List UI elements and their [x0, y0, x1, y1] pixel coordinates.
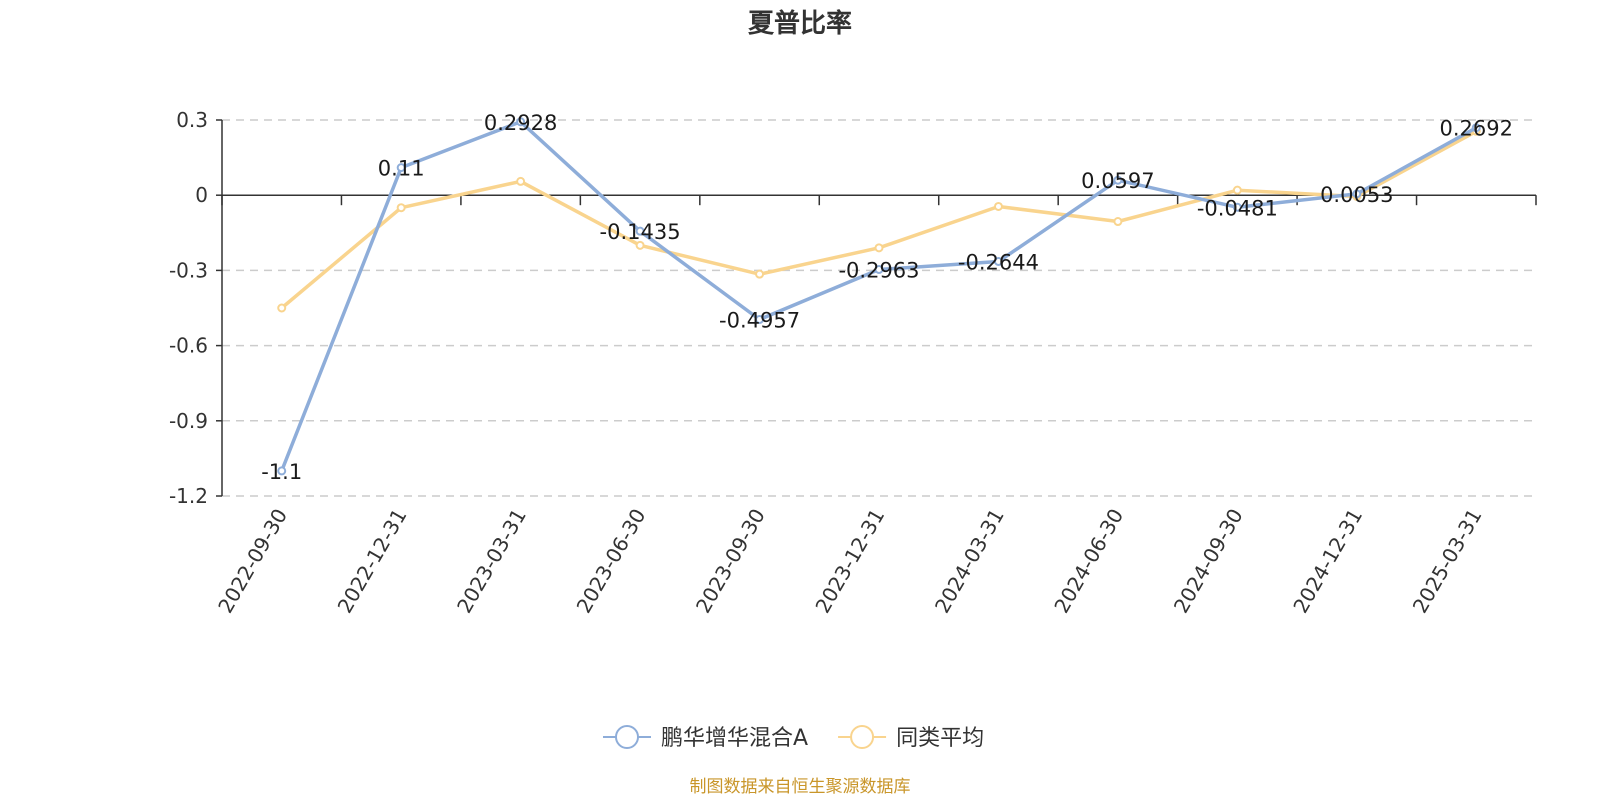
x-tick-label: 2023-12-31 [810, 505, 889, 618]
data-point [516, 176, 526, 186]
data-point [1352, 189, 1362, 199]
data-point [277, 466, 287, 476]
x-tick-label: 2024-03-31 [930, 505, 1009, 618]
data-point [755, 269, 765, 279]
x-tick-label: 2023-06-30 [572, 505, 651, 618]
data-label: 0.11 [378, 157, 425, 181]
x-tick-label: 2023-03-31 [452, 505, 531, 618]
data-point [635, 226, 645, 236]
x-tick-label: 2025-03-31 [1408, 505, 1487, 618]
grid-lines [222, 119, 1536, 497]
x-tick-label: 2022-09-30 [213, 505, 292, 618]
data-point [396, 163, 406, 173]
data-label: -0.4957 [719, 308, 800, 332]
data-point [1471, 123, 1481, 133]
x-tick-label: 2022-12-31 [333, 505, 412, 618]
data-label: -0.1435 [600, 220, 681, 244]
y-tick-label: -0.9 [169, 409, 208, 433]
y-tick-label: -0.6 [169, 334, 208, 358]
data-point [1113, 217, 1123, 227]
data-point [635, 240, 645, 250]
y-tick-label: 0.3 [176, 108, 208, 132]
x-tick-label: 2024-06-30 [1049, 505, 1128, 618]
data-label: -0.2644 [958, 250, 1039, 274]
legend[interactable]: 鹏华增华混合A 同类平均 [603, 725, 984, 751]
legend-label: 同类平均 [896, 726, 984, 751]
data-point [755, 314, 765, 324]
x-tick-label: 2023-09-30 [691, 505, 770, 618]
data-label: -0.0481 [1197, 196, 1278, 220]
x-tick-label: 2024-09-30 [1169, 505, 1248, 618]
data-label: 0.0053 [1320, 183, 1393, 207]
y-tick-label: -1.2 [169, 484, 208, 508]
data-label: -1.1 [261, 460, 302, 484]
data-point [993, 201, 1003, 211]
data-point [993, 256, 1003, 266]
legend-marker [615, 725, 639, 749]
data-point [1113, 175, 1123, 185]
data-labels: -1.1 0.11 0.2928 -0.1435 -0.4957 -0.2963 -0.26… [261, 111, 1513, 484]
chart-title: 夏普比率 [748, 8, 852, 39]
legend-item[interactable]: 鹏华增华混合A [603, 725, 808, 751]
data-point [516, 117, 526, 127]
data-point [874, 243, 884, 253]
legend-item[interactable]: 同类平均 [838, 725, 984, 751]
data-label: 0.0597 [1081, 169, 1154, 193]
series-layer [277, 117, 1481, 476]
legend-label: 鹏华增华混合A [661, 726, 808, 751]
x-tick-label: 2024-12-31 [1288, 505, 1367, 618]
series-line [280, 120, 1478, 472]
data-point [396, 203, 406, 213]
data-point [1232, 202, 1242, 212]
y-tick-label: -0.3 [169, 258, 208, 282]
data-point [1232, 185, 1242, 195]
data-label: 0.2928 [484, 111, 557, 135]
data-label: -0.2963 [838, 258, 919, 282]
source-note: 制图数据来自恒生聚源数据库 [690, 777, 911, 797]
data-point [874, 264, 884, 274]
data-label: 0.2692 [1440, 117, 1513, 141]
data-point [277, 303, 287, 313]
y-tick-label: 0 [195, 183, 208, 207]
legend-marker [850, 725, 875, 749]
